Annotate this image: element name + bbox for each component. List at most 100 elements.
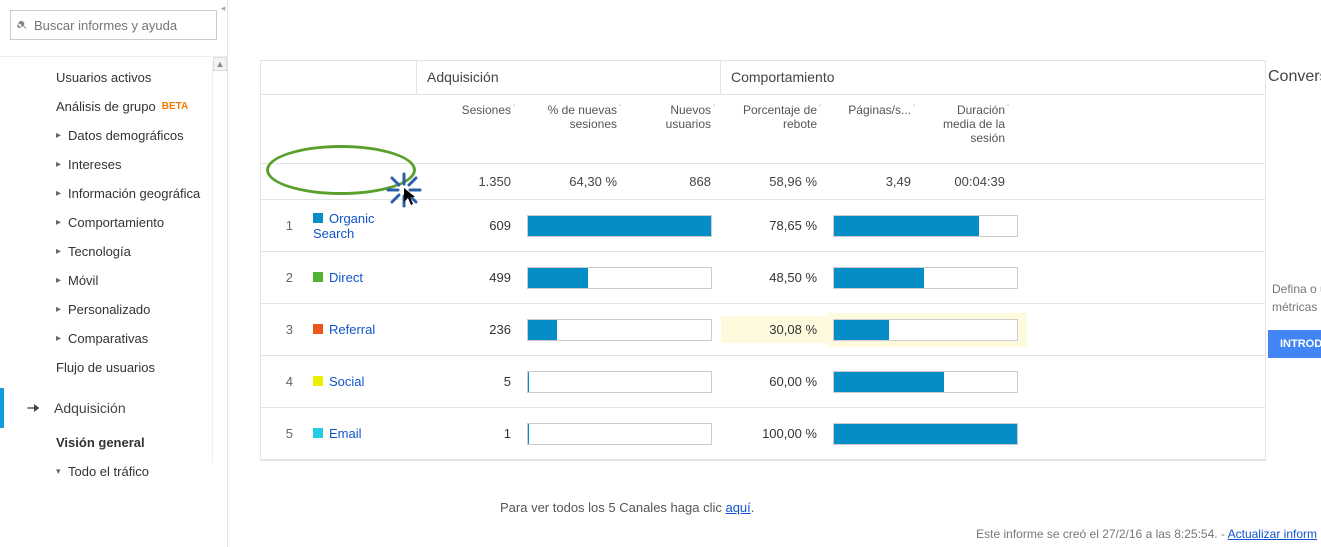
nav-label: Usuarios activos <box>56 70 151 85</box>
col-newpct[interactable]: % de nuevas sesiones▪ <box>521 95 627 163</box>
main-content: Adquisición Comportamiento Sesiones↓▪ % … <box>240 0 1321 547</box>
table-row: 1Organic Search60978,65 % <box>261 200 1265 252</box>
row-rank: 3 <box>261 316 303 343</box>
total-pages: 3,49 <box>827 164 921 199</box>
row-sessions-bar <box>521 313 721 347</box>
row-bounce: 78,65 % <box>721 212 827 239</box>
row-rank: 4 <box>261 368 303 395</box>
nav-usuarios-activos[interactable]: Usuarios activos <box>0 63 227 92</box>
nav-vision-general[interactable]: Visión general <box>0 428 227 457</box>
nav-label: Todo el tráfico <box>68 464 149 479</box>
caret-icon: ▸ <box>56 217 64 228</box>
sort-icon: ▪ <box>1007 103 1009 109</box>
total-newusr: 868 <box>627 164 721 199</box>
sort-icon: ▪ <box>713 103 715 109</box>
table-row: 4Social560,00 % <box>261 356 1265 408</box>
channel-swatch <box>313 272 323 282</box>
nav-flujo[interactable]: Flujo de usuarios <box>0 353 227 382</box>
row-channel[interactable]: Organic Search <box>303 205 417 247</box>
intro-button[interactable]: INTRODUCCIÓN <box>1268 330 1321 358</box>
total-newpct: 64,30 % <box>521 164 627 199</box>
channel-name[interactable]: Social <box>329 374 364 389</box>
row-channel[interactable]: Social <box>303 368 417 395</box>
channel-name[interactable]: Direct <box>329 270 363 285</box>
report-prefix: Este informe se creó el 27/2/16 a las 8:… <box>976 527 1227 541</box>
row-bounce: 30,08 % <box>721 316 827 343</box>
row-channel[interactable]: Referral <box>303 316 417 343</box>
sidebar-drag-handle[interactable]: ◂ <box>219 0 227 16</box>
nav-label: Tecnología <box>68 244 131 259</box>
col-pages[interactable]: Páginas/s...▪ <box>827 95 921 163</box>
row-channel[interactable]: Direct <box>303 264 417 291</box>
group-comportamiento: Comportamiento <box>721 61 1015 94</box>
row-sessions: 1 <box>417 420 521 447</box>
channels-table: Adquisición Comportamiento Sesiones↓▪ % … <box>260 60 1266 461</box>
table-totals-row: 1.350 64,30 % 868 58,96 % 3,49 00:04:39 <box>261 164 1265 200</box>
col-duration[interactable]: Duración media de la sesión▪ <box>921 95 1015 163</box>
row-bounce-bar <box>827 365 1027 399</box>
nav-analisis-grupo[interactable]: Análisis de grupoBETA <box>0 92 227 121</box>
caret-icon: ▸ <box>56 130 64 141</box>
group-adquisicion: Adquisición <box>417 61 721 94</box>
nav-intereses[interactable]: ▸Intereses <box>0 150 227 179</box>
row-bounce-bar <box>827 261 1027 295</box>
conversions-panel: Conversiones ? Configure un objetivo Def… <box>1268 60 1321 358</box>
row-sessions: 609 <box>417 212 521 239</box>
section-adquisicion[interactable]: Adquisición <box>0 388 227 428</box>
nav-todo-trafico[interactable]: ▾Todo el tráfico <box>0 457 227 486</box>
total-bounce: 58,96 % <box>721 164 827 199</box>
table-col-header: Sesiones↓▪ % de nuevas sesiones▪ Nuevos … <box>261 95 1265 164</box>
table-group-header: Adquisición Comportamiento <box>261 61 1265 95</box>
nav-tecnologia[interactable]: ▸ Tecnología <box>0 237 227 266</box>
row-bounce: 48,50 % <box>721 264 827 291</box>
caret-icon: ▸ <box>56 275 64 286</box>
col-bounce[interactable]: Porcentaje de rebote▪ <box>721 95 827 163</box>
nav-label: Análisis de grupo <box>56 99 156 114</box>
table-row: 5Email1100,00 % <box>261 408 1265 460</box>
conversions-title: Conversiones <box>1268 60 1321 94</box>
conversions-heading: Configure un objetivo <box>1268 252 1321 272</box>
caret-icon: ▸ <box>56 188 64 199</box>
nav-label: Personalizado <box>68 302 150 317</box>
col-newusr[interactable]: Nuevos usuarios▪ <box>627 95 721 163</box>
nav-comportamiento[interactable]: ▸ Comportamiento <box>0 208 227 237</box>
table-row: 3Referral23630,08 % <box>261 304 1265 356</box>
channel-name[interactable]: Email <box>329 426 362 441</box>
caret-icon: ▸ <box>56 246 64 257</box>
row-bounce-bar <box>827 313 1027 347</box>
nav-label: Comportamiento <box>68 215 164 230</box>
nav-geo[interactable]: ▸ Información geográfica <box>0 179 227 208</box>
report-refresh-link[interactable]: Actualizar inform <box>1228 527 1317 541</box>
caret-icon: ▸ <box>56 333 64 344</box>
row-rank: 2 <box>261 264 303 291</box>
nav-label: Visión general <box>56 435 145 450</box>
nav-personalizado[interactable]: ▸ Personalizado <box>0 295 227 324</box>
nav-label: Datos demográficos <box>68 128 184 143</box>
report-timestamp: Este informe se creó el 27/2/16 a las 8:… <box>976 527 1317 541</box>
conversions-description: Defina o uno o más objetivos para ver la… <box>1268 280 1321 330</box>
search-box[interactable] <box>10 10 217 40</box>
channel-swatch <box>313 376 323 386</box>
channel-swatch <box>313 428 323 438</box>
col-sesiones[interactable]: Sesiones↓▪ <box>417 95 521 163</box>
section-label: Adquisición <box>54 400 126 416</box>
caret-icon: ▸ <box>56 304 64 315</box>
row-bounce-bar <box>827 209 1027 243</box>
nav-comparativas[interactable]: ▸Comparativas <box>0 324 227 353</box>
row-channel[interactable]: Email <box>303 420 417 447</box>
footer-link[interactable]: aquí <box>725 500 750 515</box>
nav-label: Flujo de usuarios <box>56 360 155 375</box>
row-sessions-bar <box>521 261 721 295</box>
nav-movil[interactable]: ▸Móvil <box>0 266 227 295</box>
scroll-up-arrow[interactable]: ▲ <box>213 57 227 71</box>
row-sessions: 499 <box>417 264 521 291</box>
channel-name[interactable]: Referral <box>329 322 375 337</box>
row-sessions-bar <box>521 417 721 451</box>
channel-swatch <box>313 324 323 334</box>
nav-demograficos[interactable]: ▸ Datos demográficos <box>0 121 227 150</box>
sidebar: ◂ ▲ Usuarios activos Análisis de grupoBE… <box>0 0 228 547</box>
nav-label: Información geográfica <box>68 186 200 201</box>
section-icon <box>24 400 44 416</box>
table-row: 2 Direct 499 48,50 % <box>261 252 1265 304</box>
search-input[interactable] <box>34 18 210 33</box>
